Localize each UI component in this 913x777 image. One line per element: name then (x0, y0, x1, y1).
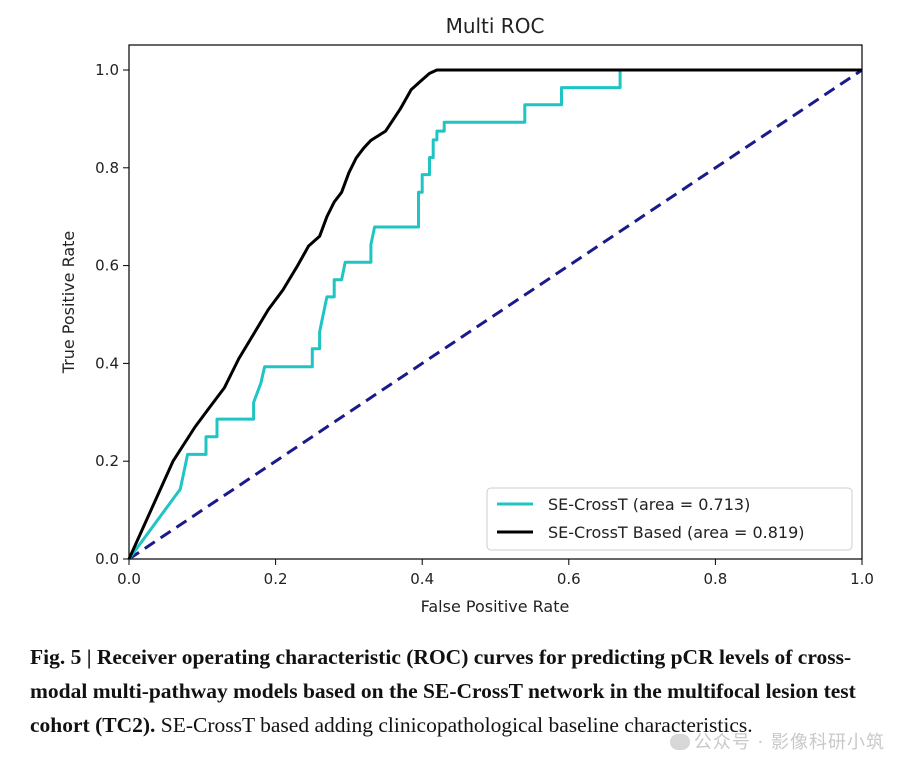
y-axis-label: True Positive Rate (59, 231, 78, 375)
legend: SE-CrossT (area = 0.713) SE-CrossT Based… (486, 487, 853, 551)
x-tick-label: 1.0 (850, 570, 874, 588)
y-tick-label: 0.4 (95, 354, 119, 372)
y-tick-label: 0.8 (95, 159, 119, 177)
y-tick-label: 1.0 (95, 61, 119, 79)
watermark: 公众号 · 影像科研小筑 (669, 728, 885, 754)
chart-title: Multi ROC (446, 14, 545, 38)
x-tick-label: 0.8 (703, 570, 727, 588)
x-tick-label: 0.4 (410, 570, 434, 588)
y-tick-label: 0.0 (95, 550, 119, 568)
x-tick-label: 0.0 (117, 570, 141, 588)
series-line-se-crosst-based (127, 68, 862, 560)
chance-diagonal-line (128, 68, 863, 561)
series-line-se-crosst (127, 68, 862, 560)
caption-bold-text: Fig. 5 | Receiver operating characterist… (30, 645, 856, 737)
watermark-text: 公众号 · 影像科研小筑 (693, 732, 885, 753)
y-tick-label: 0.2 (95, 452, 119, 470)
legend-label-se-crosst: SE-CrossT (area = 0.713) (548, 495, 750, 514)
legend-label-se-crosst-based: SE-CrossT Based (area = 0.819) (548, 523, 805, 542)
x-tick-label: 0.2 (264, 570, 288, 588)
wechat-icon (669, 734, 690, 750)
plot-frame (128, 44, 863, 560)
roc-chart: Multi ROC 0.0 0.2 0.4 0.6 0.8 1.0 0.0 0.2 0.4 0.6… (59, 14, 874, 616)
x-axis-label: False Positive Rate (421, 597, 570, 616)
x-tick-label: 0.6 (557, 570, 581, 588)
caption-normal-text: SE-CrossT based adding clinicopathologic… (155, 713, 753, 737)
legend-box (486, 487, 853, 551)
figure-caption: Fig. 5 | Receiver operating characterist… (30, 640, 900, 742)
y-tick-label: 0.6 (95, 257, 119, 275)
